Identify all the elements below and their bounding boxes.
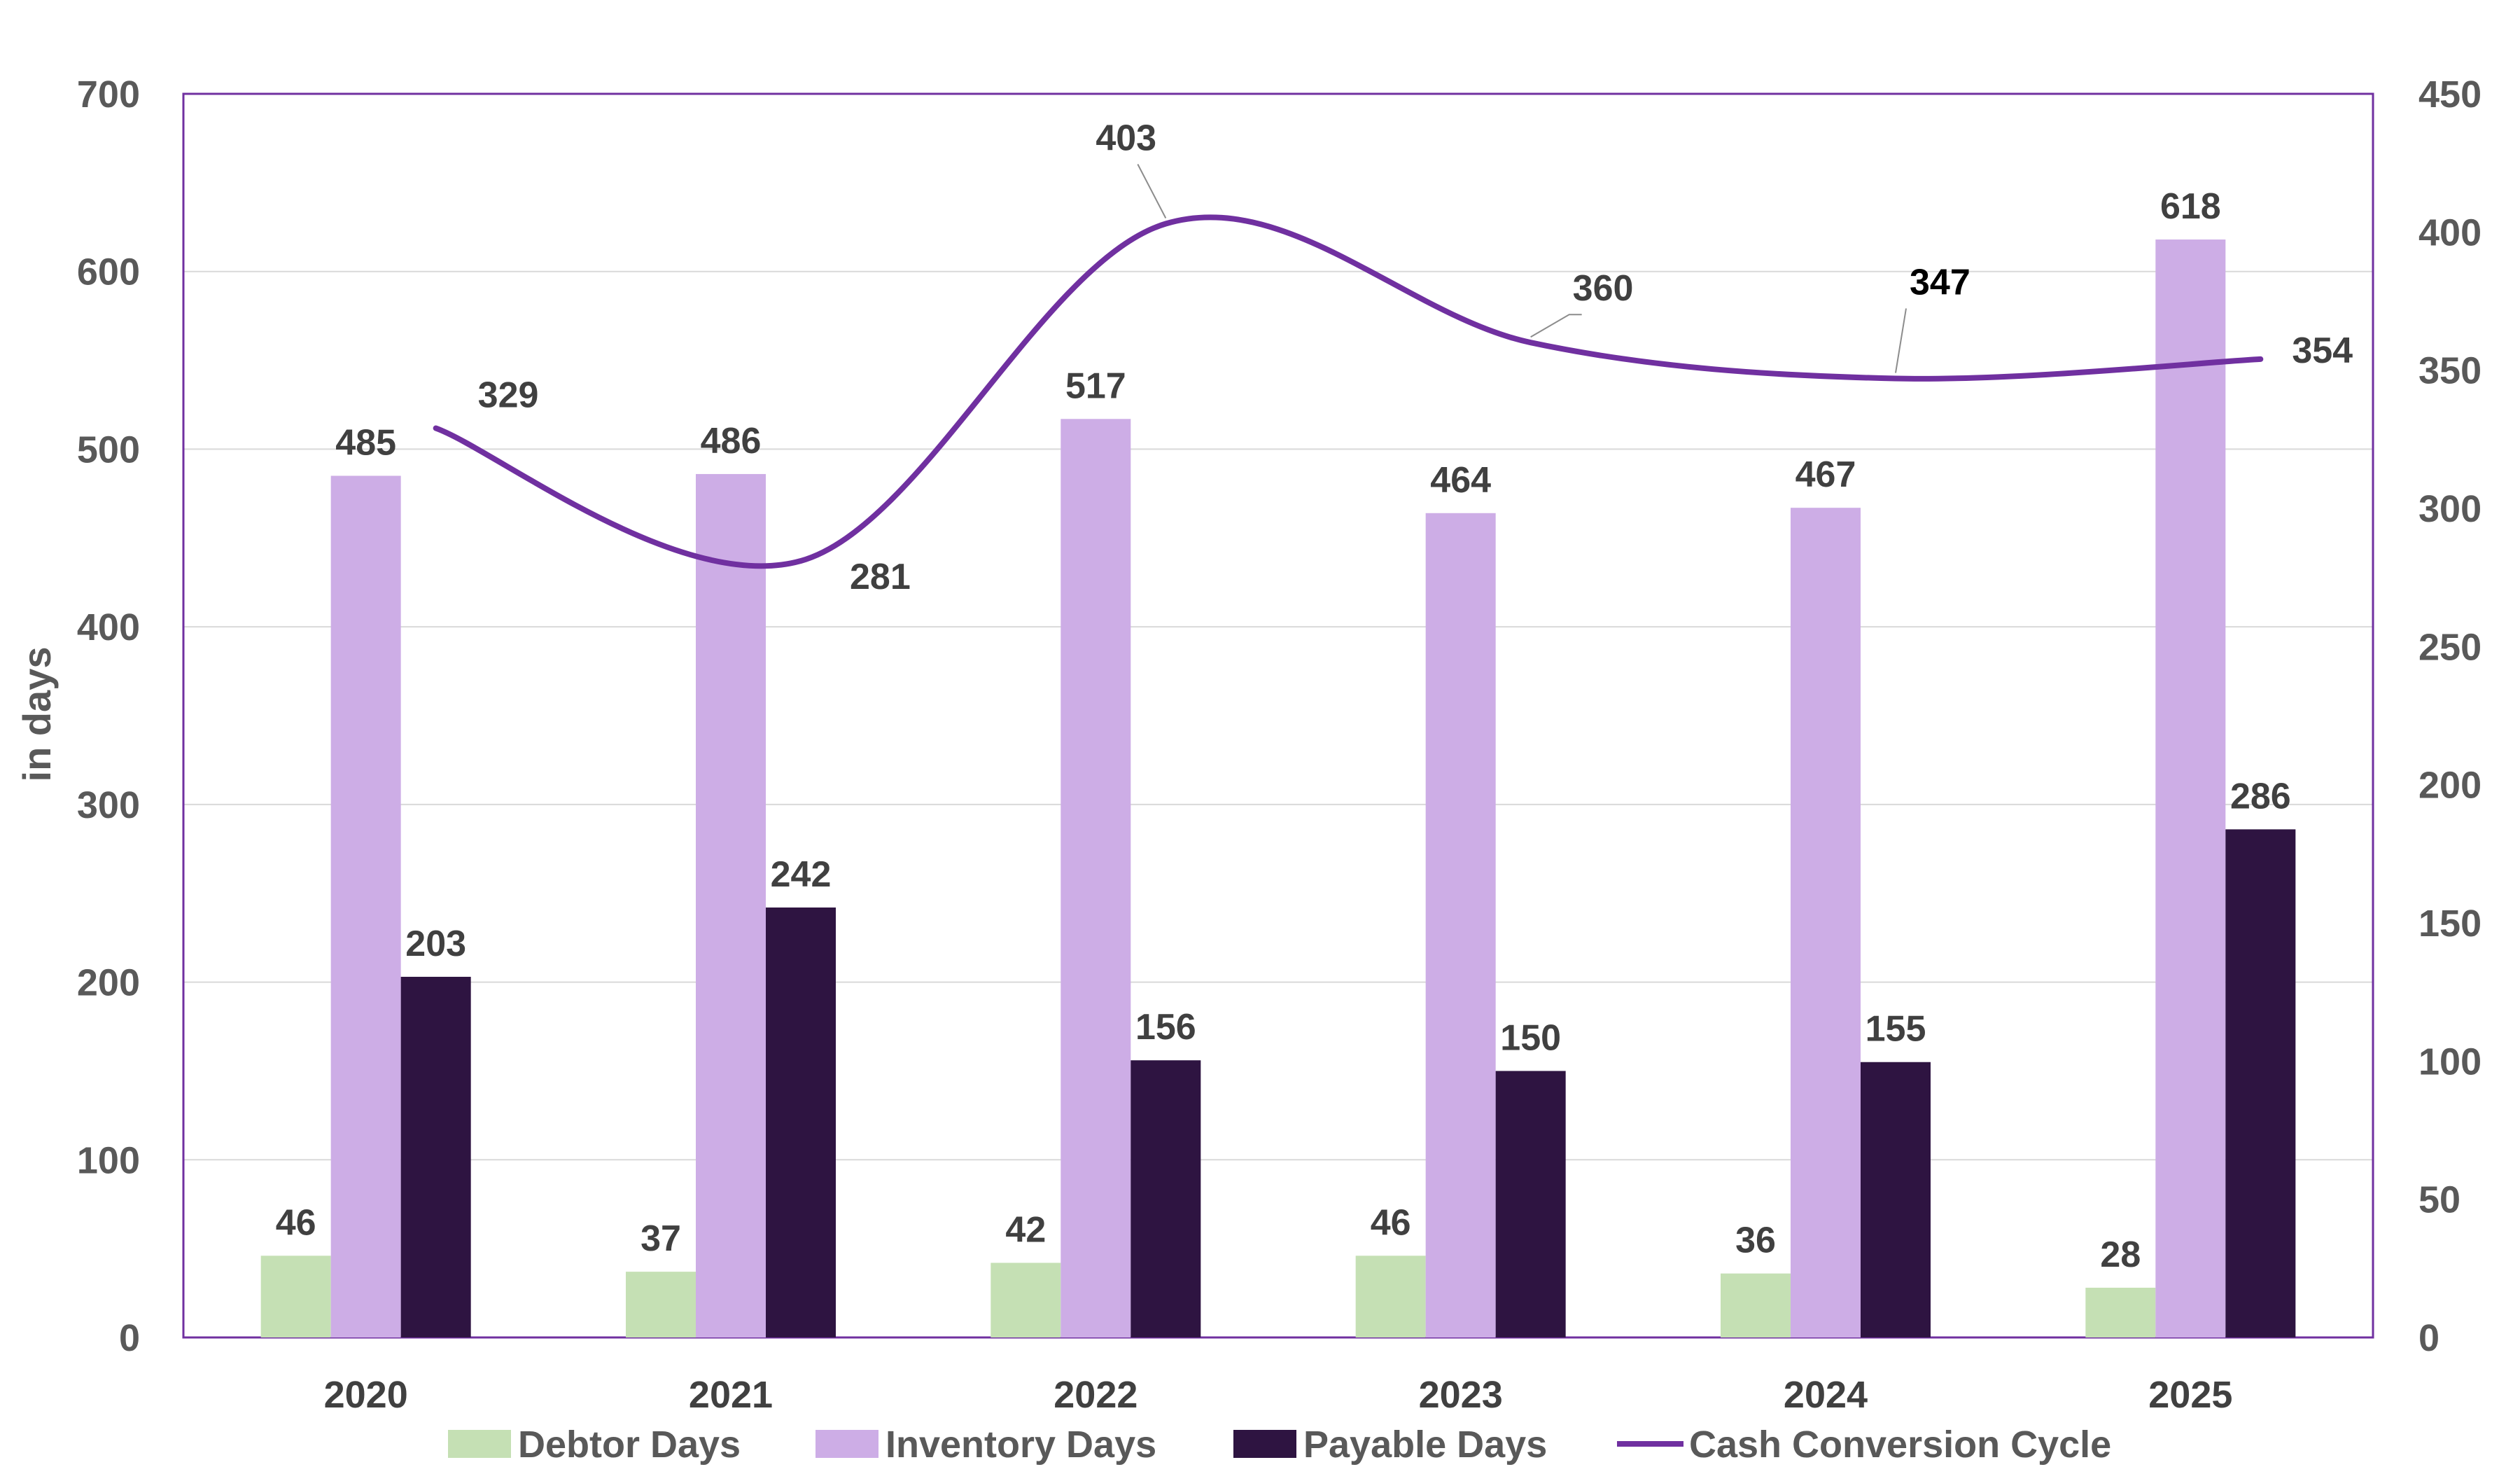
bar	[2155, 239, 2226, 1338]
left-tick-label: 700	[77, 74, 140, 116]
line-data-label: 329	[478, 375, 539, 416]
data-label: 36	[1735, 1221, 1776, 1261]
bar	[696, 473, 766, 1338]
data-label: 242	[771, 854, 832, 895]
data-label: 28	[2100, 1235, 2141, 1275]
left-tick-label: 100	[77, 1139, 140, 1181]
left-tick-label: 0	[119, 1317, 140, 1359]
leader-line	[1137, 164, 1167, 218]
data-label: 618	[2160, 186, 2221, 227]
bar	[1721, 1273, 1791, 1337]
data-label: 46	[276, 1202, 316, 1243]
bar	[990, 1263, 1061, 1337]
bar	[330, 475, 401, 1337]
legend-swatch	[816, 1430, 878, 1458]
bar	[1495, 1071, 1566, 1337]
bar	[766, 908, 836, 1337]
data-label: 517	[1065, 366, 1126, 406]
data-label: 155	[1865, 1009, 1926, 1050]
gridlines	[183, 93, 2373, 1339]
bar	[1130, 1060, 1201, 1337]
data-label: 42	[1005, 1209, 1046, 1250]
bar	[1425, 513, 1496, 1338]
right-tick-label: 350	[2418, 350, 2482, 392]
leader-line	[1530, 314, 1582, 338]
legend-label: Inventory Days	[886, 1424, 1156, 1466]
data-label: 156	[1135, 1007, 1196, 1048]
data-label: 46	[1371, 1202, 1411, 1243]
left-tick-label: 300	[77, 784, 140, 826]
line-data-label: 354	[2292, 331, 2353, 371]
data-label: 485	[335, 422, 396, 463]
right-tick-label: 300	[2418, 488, 2482, 530]
line-series	[433, 164, 2264, 569]
category-label: 2025	[2148, 1374, 2232, 1416]
legend-label: Cash Conversion Cycle	[1689, 1424, 2111, 1466]
plot-area-border	[182, 92, 2374, 1339]
legend: Debtor Days Inventory Days Payable Days Cas…	[448, 1424, 2111, 1466]
legend-label: Payable Days	[1303, 1424, 1547, 1466]
line-data-label: 360	[1573, 268, 1634, 309]
bar	[1355, 1256, 1426, 1337]
data-label: 150	[1500, 1017, 1561, 1058]
bar	[1791, 508, 1861, 1337]
bar-series	[260, 239, 2296, 1338]
right-tick-label: 50	[2418, 1179, 2460, 1221]
bar	[2085, 1287, 2156, 1337]
bar	[1060, 419, 1131, 1337]
data-label: 37	[640, 1218, 681, 1259]
left-tick-label: 200	[77, 962, 140, 1004]
right-tick-label: 100	[2418, 1041, 2482, 1083]
right-tick-label: 150	[2418, 903, 2482, 945]
line-data-label: 403	[1096, 118, 1156, 158]
left-tick-label: 600	[77, 251, 140, 293]
data-labels: 46 37 42 46 36 28 485 486 517 464 467 618 203 242 156 1…	[276, 118, 2353, 1274]
data-label: 286	[2230, 776, 2291, 816]
left-tick-label: 500	[77, 429, 140, 471]
right-tick-label: 400	[2418, 211, 2482, 253]
category-label: 2020	[324, 1374, 408, 1416]
right-axis-ticks: 0 50 100 150 200 250 300 350 400 450	[2418, 74, 2482, 1359]
data-label: 203	[405, 924, 466, 964]
right-tick-label: 200	[2418, 765, 2482, 807]
legend-swatch	[1233, 1430, 1296, 1458]
category-label: 2021	[689, 1374, 773, 1416]
category-label: 2023	[1419, 1374, 1503, 1416]
left-tick-label: 400	[77, 606, 140, 648]
leader-line	[1895, 308, 1907, 373]
category-label: 2022	[1054, 1374, 1138, 1416]
right-tick-label: 250	[2418, 626, 2482, 668]
data-label: 464	[1430, 460, 1491, 501]
right-tick-label: 0	[2418, 1317, 2440, 1359]
right-tick-label: 450	[2418, 74, 2482, 116]
legend-swatch	[448, 1430, 511, 1458]
category-label: 2024	[1784, 1374, 1868, 1416]
data-label: 467	[1795, 454, 1856, 495]
bar	[400, 976, 471, 1337]
bar	[1861, 1062, 1931, 1337]
bar	[260, 1256, 331, 1337]
left-axis-ticks: 0 100 200 300 400 500 600 700	[77, 74, 140, 1359]
bar	[626, 1272, 696, 1337]
bar	[2225, 829, 2296, 1337]
line-data-label: 281	[850, 557, 911, 597]
line-path	[433, 214, 2264, 569]
legend-label: Debtor Days	[518, 1424, 741, 1466]
data-label: 486	[701, 421, 762, 461]
y-axis-title: in days	[15, 647, 59, 782]
category-axis-labels: 2020 2021 2022 2023 2024 2025	[324, 1374, 2233, 1416]
line-data-label: 347	[1910, 263, 1970, 303]
